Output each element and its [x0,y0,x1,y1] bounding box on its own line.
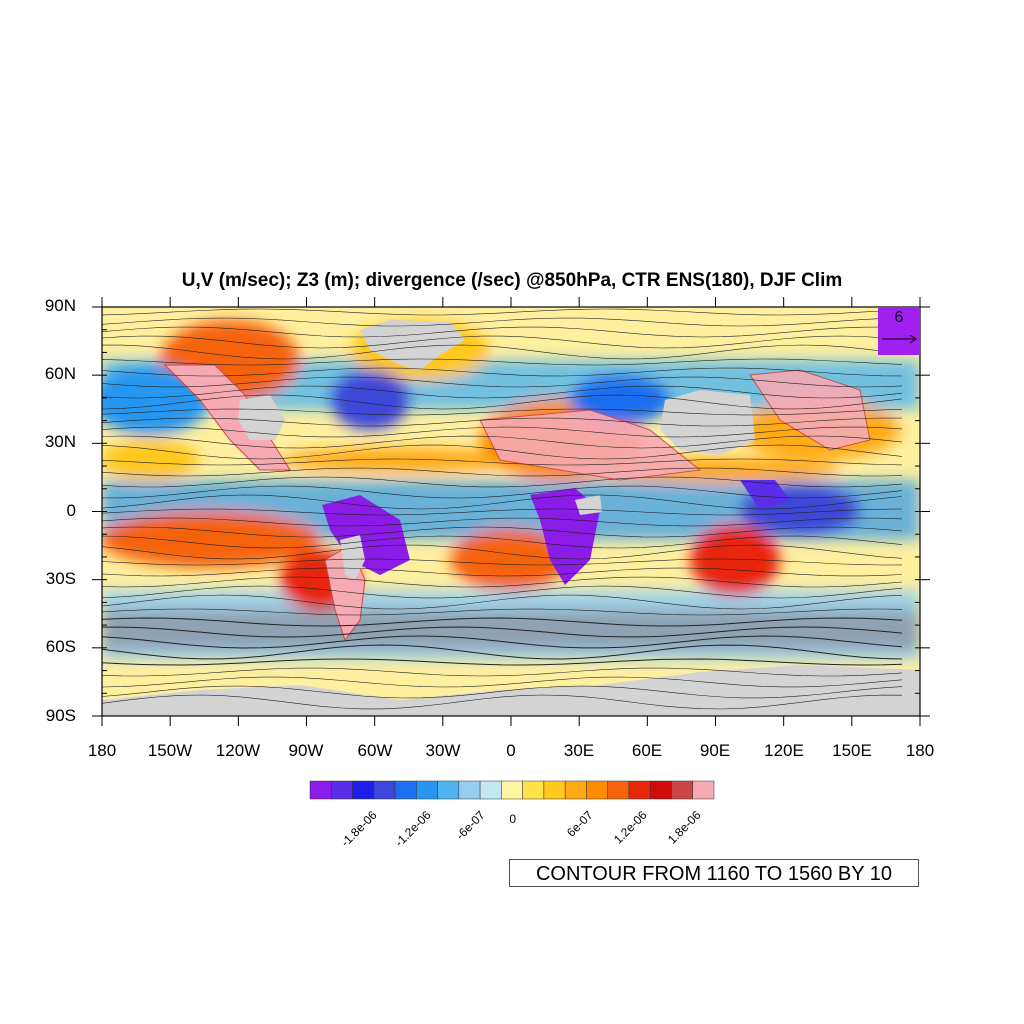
streamline [102,485,903,499]
y-axis-label: 60N [44,364,76,383]
streamline [102,658,903,666]
streamline [102,458,903,466]
colorbar-swatch [352,780,375,800]
colorbar-label: 0 [509,812,516,826]
y-axis-label: 30N [44,432,76,451]
wind-streamlines [102,308,903,710]
streamline [102,344,903,360]
streamline [102,426,903,438]
colorbar-swatch [416,780,438,800]
streamline [102,685,903,699]
colorbar-swatch [522,780,545,800]
colorbar-swatch [458,780,481,800]
streamline [102,394,903,410]
colorbar-swatch [394,780,417,800]
streamline [102,335,903,349]
y-axis-label: 90N [44,296,76,315]
x-axis-label: 180 [905,741,935,760]
streamline [102,367,903,377]
colorbar-swatch [437,780,460,800]
x-axis-label: 0 [506,741,516,760]
streamline [102,676,903,688]
streamline [102,408,903,416]
x-axis-label: 90W [288,741,324,760]
colorbar-swatch [331,780,353,800]
x-axis-label: 150E [832,741,872,760]
x-axis-label: 180 [87,741,117,760]
plot-title: U,V (m/sec); Z3 (m); divergence (/sec) @… [181,270,843,291]
y-axis-label: 0 [66,501,76,520]
reference-arrow-icon [882,334,917,344]
colorbar-swatch [373,780,396,800]
colorbar-swatch [564,780,587,800]
divergence-field [102,307,920,716]
colorbar-swatch [479,780,502,800]
colorbar-swatch [543,780,566,800]
x-axis-label: 150W [147,741,193,760]
streamline [102,644,903,660]
contour-info-box: CONTOUR FROM 1160 TO 1560 BY 10 [509,859,919,887]
y-axis-label: 90S [45,706,76,725]
streamline [102,576,903,588]
streamline [102,608,903,616]
streamline [102,476,903,488]
streamline [102,358,903,366]
x-axis-label: 30E [563,741,595,760]
streamline [102,508,903,516]
streamline [102,544,903,560]
streamline [102,526,903,538]
streamline [102,558,903,566]
streamline [102,694,903,710]
streamline [102,567,903,577]
colorbar-swatch [501,780,523,800]
streamline [102,535,903,549]
x-axis-label: 120E [764,741,804,760]
streamline [102,317,903,327]
streamline [102,326,903,338]
streamline [102,385,903,399]
streamline [102,435,903,449]
streamline [102,635,903,649]
streamline [102,494,903,510]
reference-vector-box: 6 [878,307,920,355]
y-axis-label: 30S [45,569,76,588]
colorbar-swatch [671,780,693,800]
colorbar-swatch [586,780,608,800]
x-axis-label: 90E [699,741,731,760]
streamline [102,626,903,638]
streamline [102,467,903,477]
streamline [102,417,903,427]
colorbar [309,780,715,800]
colorbar-swatch [628,780,651,800]
streamline [102,667,903,677]
x-axis-label: 60W [357,741,393,760]
colorbar-swatch [309,780,332,800]
streamline [102,585,903,599]
streamline [102,517,903,527]
colorbar-swatch [607,780,630,800]
x-axis-label: 30W [425,741,461,760]
colorbar-swatch [692,780,715,800]
streamline [102,376,903,388]
y-axis-label: 60S [45,637,76,656]
x-axis-label: 60E [631,741,663,760]
streamline [102,444,903,460]
x-axis-label: 120W [215,741,261,760]
colorbar-swatch [649,780,672,800]
streamline [102,594,903,610]
streamline [102,308,903,316]
streamline [102,617,903,627]
reference-vector-magnitude: 6 [894,309,904,326]
